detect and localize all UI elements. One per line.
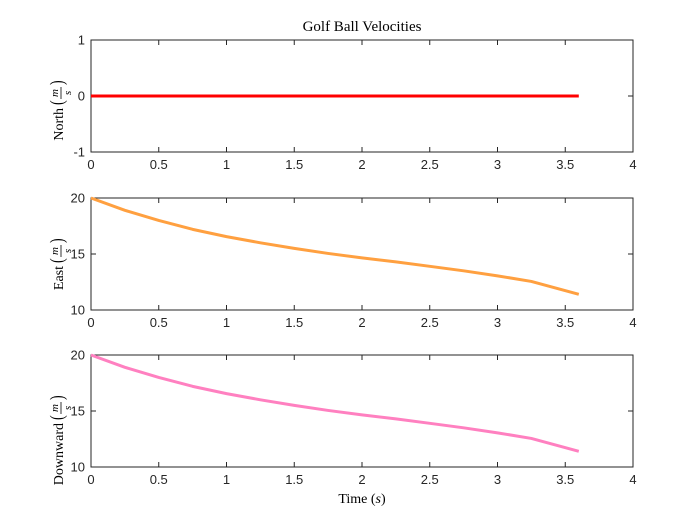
y-axis-label-paren-close: ) — [46, 238, 68, 243]
x-tick-label: 4 — [629, 315, 636, 330]
x-tick-label: 1 — [223, 157, 230, 172]
y-axis-label-paren-close: ) — [46, 80, 68, 85]
x-tick-label: 2 — [358, 315, 365, 330]
y-axis-label-text: North — [52, 108, 67, 141]
y-axis-label: Downward ( m s) — [46, 395, 74, 485]
x-tick-label: 3.5 — [556, 315, 574, 330]
x-tick-label: 2 — [358, 157, 365, 172]
x-tick-label: 3.5 — [556, 472, 574, 487]
x-tick-label: 0 — [87, 315, 94, 330]
x-axis-label-text: Time — [338, 492, 367, 507]
x-tick-label: 4 — [629, 472, 636, 487]
x-tick-label: 1 — [223, 472, 230, 487]
y-tick-label: 1 — [78, 33, 85, 48]
y-axis-label-unit-num: m — [49, 247, 61, 255]
y-axis-label-text: East — [52, 266, 67, 290]
x-tick-label: 3 — [494, 472, 501, 487]
y-tick-label: -1 — [73, 145, 85, 160]
x-tick-label: 2.5 — [421, 315, 439, 330]
x-tick-label: 0.5 — [150, 157, 168, 172]
subplot-east: 0 0.5 1 1.5 2 2.5 3 3.5 4 10 15 20 East ( m s) — [46, 191, 637, 331]
y-axis-label-paren-open: ( — [46, 100, 68, 105]
x-axis-label: Time (s) — [338, 492, 386, 507]
figure-title: Golf Ball Velocities — [303, 19, 422, 35]
x-tick-label: 0.5 — [150, 472, 168, 487]
x-tick-label: 0 — [87, 472, 94, 487]
y-tick-label: 20 — [71, 191, 85, 206]
x-tick-label: 2.5 — [421, 157, 439, 172]
y-axis-label-unit-den: s — [62, 406, 74, 410]
x-axis-label-paren-close: ) — [381, 492, 386, 507]
x-tick-label: 3.5 — [556, 157, 574, 172]
x-tick-label: 1.5 — [285, 472, 303, 487]
y-axis-label-paren-open: ( — [46, 415, 68, 420]
y-tick-label: 10 — [71, 303, 85, 318]
x-axis-label-paren-open: ( — [367, 492, 376, 507]
y-axis-label: North ( m s) — [46, 80, 74, 140]
y-tick-label: 10 — [71, 460, 85, 475]
y-axis-label-unit-den: s — [62, 91, 74, 95]
x-tick-label: 0.5 — [150, 315, 168, 330]
axes-box — [90, 197, 634, 311]
x-tick-label: 4 — [629, 157, 636, 172]
y-tick-label: 0 — [78, 89, 85, 104]
x-tick-label: 1.5 — [285, 157, 303, 172]
x-tick-label: 3 — [494, 157, 501, 172]
series-line-downward — [90, 353, 580, 453]
y-axis-label-unit-num: m — [49, 404, 61, 412]
y-tick-label: 15 — [71, 247, 85, 262]
y-axis-label: East ( m s) — [46, 238, 74, 290]
x-tick-label: 1 — [223, 315, 230, 330]
y-axis-label-unit-den: s — [62, 249, 74, 253]
series-line-east — [90, 196, 580, 296]
y-axis-label-paren-close: ) — [46, 395, 68, 400]
y-axis-label-text: Downward — [52, 423, 67, 485]
x-tick-label: 2 — [358, 472, 365, 487]
y-axis-label-unit-num: m — [49, 89, 61, 97]
y-tick-label: 20 — [71, 348, 85, 363]
x-axis-label-unit: s — [376, 492, 382, 507]
x-tick-label: 1.5 — [285, 315, 303, 330]
y-tick-label: 15 — [71, 404, 85, 419]
axes-box — [90, 354, 634, 468]
x-tick-label: 3 — [494, 315, 501, 330]
x-tick-label: 2.5 — [421, 472, 439, 487]
y-axis-label-paren-open: ( — [46, 258, 68, 263]
x-tick-label: 0 — [87, 157, 94, 172]
